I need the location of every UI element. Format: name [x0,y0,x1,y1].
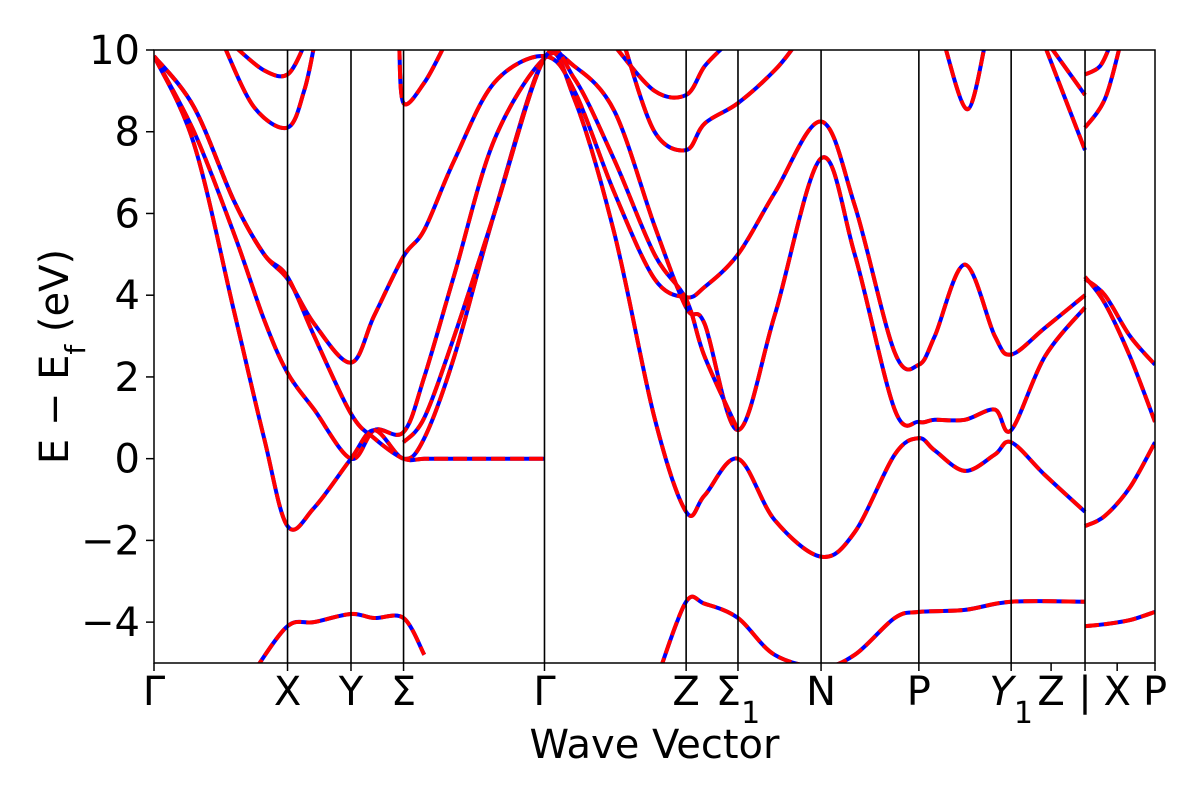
band-1-dashed [154,50,1087,559]
plot-frame [153,49,1156,664]
y-axis-title-tail: (eV) [32,249,78,345]
xtick-label: N [806,669,836,715]
ytick-label: 8 [115,110,140,156]
band-8-solid [223,50,316,131]
xtick-label: Z [1037,669,1064,715]
band-9-dashed [397,50,445,107]
band-19-solid [1084,441,1155,528]
band-10-dashed [615,50,724,100]
xtick-label: X [1103,669,1130,715]
ytick-label: 2 [115,355,140,401]
band-18-dashed [1083,275,1155,423]
ytick-label: 4 [115,273,140,319]
band-13-dashed [1050,50,1087,97]
y-axis-title-sub: f [59,344,92,355]
xtick-label: Γ [533,669,556,715]
xtick-label: Z [672,669,699,715]
band-2-solid [154,54,1087,372]
xtick-label: P [907,669,931,715]
band-8-dashed [223,50,316,131]
x-axis-ticks: Γ X Y Σ Γ Z Σ1 N P Y1 Z | X P [143,663,1167,731]
xtick-label: Γ [143,669,166,715]
band-3-dashed [154,54,545,463]
xtick-label: P [1143,669,1167,715]
x-axis-title: Wave Vector [530,722,781,768]
xtick-label: Σ [391,669,416,715]
band-3-solid [154,54,545,463]
band-16-dashed [1083,50,1121,129]
band-4-solid [401,50,740,444]
band-9-solid [397,50,445,107]
band-20-dashed [1084,610,1155,629]
band-14-solid [1044,50,1087,151]
xtick-label: Y [338,669,364,715]
bands-group [154,50,1155,663]
kpoint-lines-group [286,50,1086,663]
band-0-dashed [154,51,1087,461]
band-14-dashed [1044,50,1087,151]
band-18-solid [1083,275,1155,423]
ytick-label: −2 [81,518,140,564]
ytick-label: 10 [89,28,140,74]
xtick-label: Σ1 [716,669,760,731]
band-4-dashed [401,50,740,444]
xtick-label: X [274,669,301,715]
band-15-dashed [1084,50,1111,77]
band-2-dashed [154,54,1087,372]
band-12-dashed [943,50,986,112]
y-axis-title-main: E − E [32,355,78,465]
xtick-label: Y1 [989,669,1033,731]
ytick-label: 6 [115,191,140,237]
ytick-label: 0 [115,437,140,483]
ytick-label: −4 [81,600,140,646]
y-axis-title: E − Ef (eV) [32,249,92,464]
xtick-label: | [1078,669,1091,715]
y-axis-ticks: −4 −2 0 2 4 6 8 10 [81,28,154,646]
band-11-dashed [623,50,794,153]
band-19-dashed [1084,441,1155,528]
band-6-dashed [660,594,1086,663]
band-7-dashed [235,50,305,79]
